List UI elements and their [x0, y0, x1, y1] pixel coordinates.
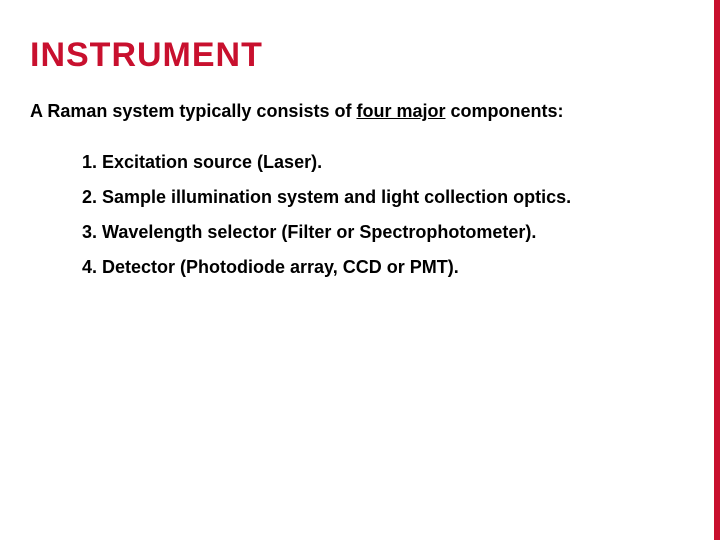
slide-body: INSTRUMENT A Raman system typically cons…	[0, 0, 720, 278]
list-item: 2. Sample illumination system and light …	[82, 187, 680, 208]
list-item: 1. Excitation source (Laser).	[82, 152, 680, 173]
slide-title: INSTRUMENT	[30, 36, 680, 75]
list-item: 3. Wavelength selector (Filter or Spectr…	[82, 222, 680, 243]
intro-prefix: A Raman system typically consists of	[30, 101, 356, 121]
list-item: 4. Detector (Photodiode array, CCD or PM…	[82, 257, 680, 278]
intro-line: A Raman system typically consists of fou…	[30, 101, 680, 122]
intro-suffix: components:	[445, 101, 563, 121]
accent-bar	[714, 0, 720, 540]
component-list: 1. Excitation source (Laser). 2. Sample …	[30, 152, 680, 278]
intro-underlined: four major	[356, 101, 445, 121]
